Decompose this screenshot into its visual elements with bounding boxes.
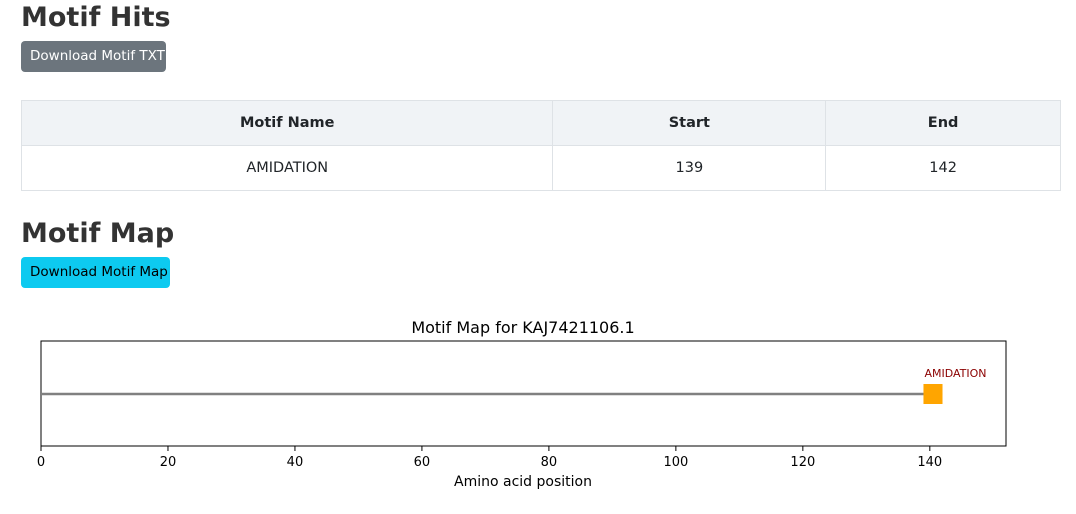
x-tick-label: 100 [663,455,688,470]
plot-layer: AMIDATION [41,367,987,404]
cell-end: 142 [825,145,1061,191]
x-tick-label: 80 [541,455,558,470]
x-tick-label: 40 [287,455,304,470]
cell-motif-name: AMIDATION [20,145,554,191]
x-tick-label: 0 [37,455,45,470]
download-motif-txt-button[interactable]: Download Motif TXT [21,41,166,72]
column-header-end: End [825,100,1061,146]
x-tick-label: 140 [917,455,942,470]
x-axis-label: Amino acid position [454,474,592,490]
motif-box-0 [923,384,943,404]
motif-map-title: Motif Map [21,218,175,249]
chart-title: Motif Map for KAJ7421106.1 [411,318,634,337]
x-axis: 0 20 40 60 80 100 120 140 [37,446,942,470]
table-row: AMIDATION 139 142 [20,145,1061,191]
x-tick-label: 20 [160,455,177,470]
x-tick-label: 60 [414,455,431,470]
column-header-motif-name: Motif Name [20,100,554,146]
cell-start: 139 [552,145,827,191]
x-tick-label: 120 [790,455,815,470]
motif-hits-title: Motif Hits [21,2,171,33]
table-header-row: Motif Name Start End [20,100,1061,146]
motif-label-0: AMIDATION [924,367,986,380]
motif-hits-table: Motif Name Start End AMIDATION 139 142 [20,100,1061,191]
motif-map-chart: Motif Map for KAJ7421106.1 AMIDATION 0 20… [37,318,1007,490]
download-motif-map-button[interactable]: Download Motif Map [21,257,170,288]
column-header-start: Start [552,100,827,146]
